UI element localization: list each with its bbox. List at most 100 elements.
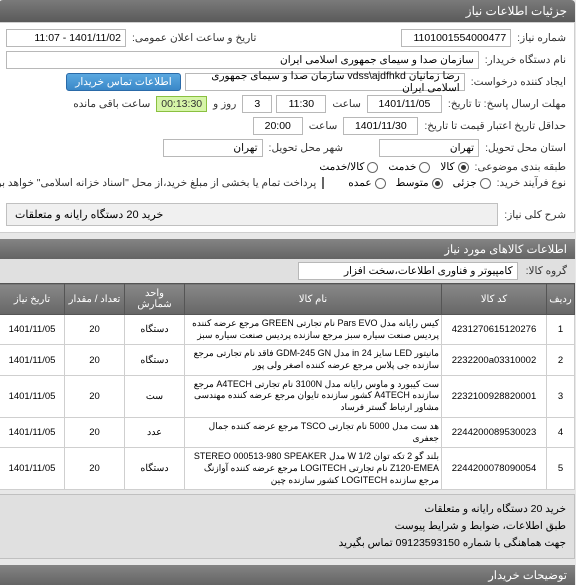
radio-dot-icon [481, 178, 492, 189]
goods-group-row: گروه کالا: کامپیوتر و فناوری اطلاعات،سخت… [0, 259, 576, 283]
cell-qty: 20 [66, 448, 126, 490]
cell-code: 2232100928820001 [443, 375, 548, 417]
table-row[interactable]: 42244200089530023هد ست مدل 5000 نام تجار… [1, 417, 576, 447]
cell-unit: ست [126, 375, 186, 417]
radio-dot-icon [376, 178, 387, 189]
countdown-timer: 00:13:30 [157, 96, 208, 112]
radio-dot-icon [368, 162, 379, 173]
radio-goods[interactable]: کالا [441, 161, 469, 173]
classification-radio-group: کالا خدمت کالا/خدمت [320, 161, 469, 173]
buyer-field: سازمان صدا و سیمای جمهوری اسلامی ایران [7, 51, 480, 69]
timer-label: ساعت باقی مانده [72, 98, 153, 110]
notes-section-header: توضیحات خریدار [0, 565, 576, 585]
cell-date: 1401/11/05 [1, 417, 66, 447]
treasury-checkbox[interactable] [323, 177, 325, 189]
col-index: ردیف [548, 284, 576, 315]
city-label: شهر محل تحویل: [268, 142, 347, 154]
cell-index: 3 [548, 375, 576, 417]
table-row[interactable]: 32232100928820001ست کیبورد و ماوس رایانه… [1, 375, 576, 417]
cell-index: 4 [548, 417, 576, 447]
cell-qty: 20 [66, 345, 126, 375]
cell-index: 5 [548, 448, 576, 490]
radio-both[interactable]: کالا/خدمت [320, 161, 379, 173]
radio-dot-icon [433, 178, 444, 189]
summary-label: شرح کلی نیاز: [503, 209, 569, 221]
city-field[interactable]: تهران [164, 139, 264, 157]
cell-qty: 20 [66, 417, 126, 447]
radio-small[interactable]: جزئی [454, 177, 492, 189]
cell-index: 2 [548, 345, 576, 375]
table-header-row: ردیف کد کالا نام کالا واحد شمارش تعداد /… [1, 284, 576, 315]
radio-service[interactable]: خدمت [389, 161, 431, 173]
deadline-date[interactable]: 1401/11/30 [344, 117, 419, 135]
reply-date[interactable]: 1401/11/05 [368, 95, 443, 113]
desc-line-2: طبق اطلاعات، ضوابط و شرایط پیوست [9, 518, 567, 535]
deadline-time[interactable]: 20:00 [254, 117, 304, 135]
items-section-title: اطلاعات کالاهای مورد نیاز [445, 244, 568, 256]
purchase-type-label: نوع فرآیند خرید: [496, 177, 569, 189]
form-panel: شماره نیاز: 1101001554000477 تاریخ و ساع… [0, 22, 576, 233]
col-code: کد کالا [443, 284, 548, 315]
cell-qty: 20 [66, 315, 126, 345]
treasury-note: پرداخت تمام یا بخشی از مبلغ خرید،از محل … [0, 177, 319, 189]
requester-field: رضا زمانیان vdss\ajdfhkd سازمان صدا و سی… [186, 73, 466, 91]
cell-desc: مانیتور LED سایز 24 in مدل GDM-245 GN فا… [186, 345, 443, 375]
contact-button[interactable]: اطلاعات تماس خریدار [67, 73, 181, 91]
summary-field: خرید 20 دستگاه رایانه و متعلقات [7, 203, 499, 226]
cell-date: 1401/11/05 [1, 345, 66, 375]
cell-desc: بلند گو 2 تکه توان W 1/2 مدل STEREO 0005… [186, 448, 443, 490]
announce-value: 1401/11/02 - 11:07 [7, 29, 127, 47]
reply-time[interactable]: 11:30 [277, 95, 327, 113]
cell-unit: دستگاه [126, 315, 186, 345]
desc-line-1: خرید 20 دستگاه رایانه و متعلقات [9, 501, 567, 518]
province-label: استان محل تحویل: [484, 142, 569, 154]
cell-qty: 20 [66, 375, 126, 417]
buyer-label: نام دستگاه خریدار: [484, 54, 569, 66]
table-row[interactable]: 52244200078090054بلند گو 2 تکه توان W 1/… [1, 448, 576, 490]
purchase-type-radio-group: جزئی متوسط عمده [349, 177, 491, 189]
col-date: تاریخ نیاز [1, 284, 66, 315]
time-label-1: ساعت [331, 98, 364, 110]
table-row[interactable]: 14231270615120276کیس رایانه مدل Pars EVO… [1, 315, 576, 345]
province-field[interactable]: تهران [380, 139, 480, 157]
radio-dot-icon [459, 162, 470, 173]
cell-code: 2244200078090054 [443, 448, 548, 490]
desc-line-3: جهت هماهنگی با شماره 09123593150 تماس بگ… [9, 535, 567, 552]
cell-code: 2232200a03310002 [443, 345, 548, 375]
cell-index: 1 [548, 315, 576, 345]
page-title: جزئیات اطلاعات نیاز [467, 4, 568, 18]
classification-label: طبقه بندی موضوعی: [474, 161, 569, 173]
page-header: جزئیات اطلاعات نیاز [0, 0, 576, 22]
radio-large[interactable]: عمده [349, 177, 386, 189]
col-unit: واحد شمارش [126, 284, 186, 315]
items-table: ردیف کد کالا نام کالا واحد شمارش تعداد /… [0, 283, 576, 490]
cell-desc: کیس رایانه مدل Pars EVO نام تجارتی GREEN… [186, 315, 443, 345]
announce-label: تاریخ و ساعت اعلان عمومی: [131, 32, 259, 44]
col-name: نام کالا [186, 284, 443, 315]
radio-dot-icon [420, 162, 431, 173]
cell-code: 4231270615120276 [443, 315, 548, 345]
items-section-header: اطلاعات کالاهای مورد نیاز [0, 239, 576, 259]
cell-desc: ست کیبورد و ماوس رایانه مدل 3100N نام تج… [186, 375, 443, 417]
need-no-label: شماره نیاز: [516, 32, 569, 44]
cell-date: 1401/11/05 [1, 375, 66, 417]
days-count: 3 [243, 95, 273, 113]
requester-label: ایجاد کننده درخواست: [470, 76, 569, 88]
time-label-2: ساعت [308, 120, 341, 132]
cell-unit: عدد [126, 417, 186, 447]
cell-unit: دستگاه [126, 345, 186, 375]
cell-code: 2244200089530023 [443, 417, 548, 447]
cell-date: 1401/11/05 [1, 315, 66, 345]
cell-desc: هد ست مدل 5000 نام تجارتی TSCO مرجع عرضه… [186, 417, 443, 447]
cell-unit: دستگاه [126, 448, 186, 490]
description-box: خرید 20 دستگاه رایانه و متعلقات طبق اطلا… [0, 494, 576, 558]
need-no-field: 1101001554000477 [402, 29, 512, 47]
table-row[interactable]: 22232200a03310002مانیتور LED سایز 24 in … [1, 345, 576, 375]
days-label: روز و [212, 98, 239, 110]
col-qty: تعداد / مقدار [66, 284, 126, 315]
radio-medium[interactable]: متوسط [397, 177, 444, 189]
deadline-label: حداقل تاریخ اعتبار قیمت تا تاریخ: [423, 120, 569, 132]
goods-group-label: گروه کالا: [525, 265, 570, 277]
goods-group-value: کامپیوتر و فناوری اطلاعات،سخت افزار [299, 262, 519, 280]
cell-date: 1401/11/05 [1, 448, 66, 490]
